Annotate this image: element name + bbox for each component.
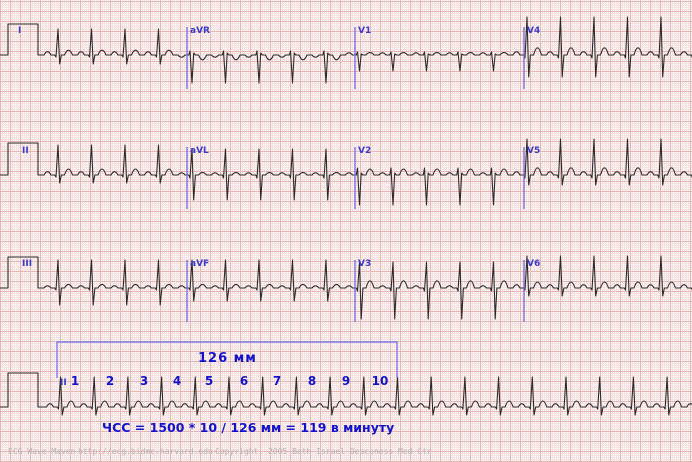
lead-label: V4 <box>527 26 540 36</box>
lead-label: aVF <box>190 259 209 269</box>
lead-label: V2 <box>358 146 371 156</box>
beat-number: 5 <box>204 374 214 388</box>
ecg-trace-row <box>0 372 692 416</box>
footer-copyright: Copyright, 2005 Beth Israel Deaconess Me… <box>215 447 432 456</box>
beat-number: 4 <box>172 374 182 388</box>
heart-rate-formula: ЧСС = 1500 * 10 / 126 мм = 119 в минуту <box>102 420 395 435</box>
footer: ECG Wave-Maven http://ecg.bidmc.harvard.… <box>0 447 692 459</box>
ecg-trace-row <box>0 16 692 84</box>
beat-number: 7 <box>272 374 282 388</box>
lead-label: III <box>22 259 32 269</box>
footer-url: http://ecg.bidmc.harvard.edu <box>78 447 213 456</box>
lead-label: V3 <box>358 259 371 269</box>
beat-number: 1 <box>70 374 80 388</box>
footer-app-name: ECG Wave-Maven <box>8 447 76 456</box>
measurement-length-label: 126 мм <box>198 351 257 366</box>
lead-label: II <box>60 378 67 388</box>
beat-number: 10 <box>371 374 389 388</box>
lead-label: I <box>18 26 21 36</box>
lead-label: aVL <box>190 146 209 156</box>
ecg-trace-row <box>0 255 692 320</box>
lead-label: II <box>22 146 29 156</box>
beat-number: 8 <box>307 374 317 388</box>
lead-label: aVR <box>190 26 210 36</box>
beat-number: 2 <box>105 374 115 388</box>
beat-number: 3 <box>139 374 149 388</box>
lead-label: V5 <box>527 146 540 156</box>
ecg-trace-row <box>0 138 692 206</box>
beat-number: 9 <box>341 374 351 388</box>
measurement-bracket <box>56 341 398 378</box>
lead-label: V1 <box>358 26 371 36</box>
lead-label: V6 <box>527 259 540 269</box>
beat-number: 6 <box>239 374 249 388</box>
